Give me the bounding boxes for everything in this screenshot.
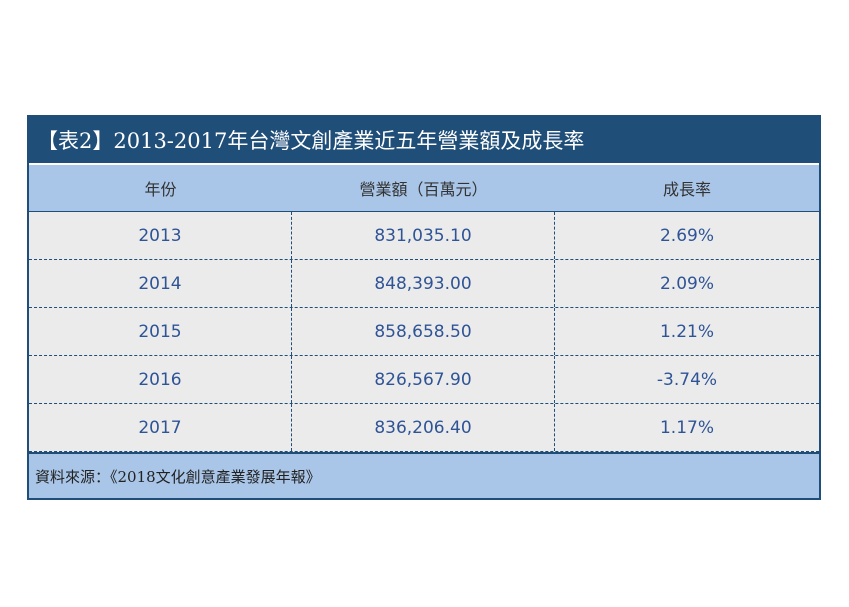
growth-rate-cell: 2.69% [659,225,714,246]
growth-rate-cell: 1.21% [659,321,714,342]
table-row: 2015 858,658.50 1.21% [29,308,819,356]
growth-rate-cell: -3.74% [656,369,718,390]
table-row: 2017 836,206.40 1.17% [29,404,819,452]
revenue-cell: 836,206.40 [292,404,555,451]
table-header-row: 年份 營業額（百萬元） 成長率 [29,163,819,212]
year-cell: 2016 [29,356,292,403]
header-revenue: 營業額（百萬元） [359,180,488,199]
growth-rate-cell: 2.09% [659,273,714,294]
source-note: 資料來源：《2018文化創意產業發展年報》 [29,452,819,498]
table-title: 【表2】2013-2017年台灣文創產業近五年營業額及成長率 [29,117,819,163]
revenue-cell: 831,035.10 [292,212,555,259]
year-cell: 2015 [29,308,292,355]
header-year: 年份 [144,180,177,199]
table-row: 2013 831,035.10 2.69% [29,212,819,260]
revenue-cell: 848,393.00 [292,260,555,307]
table-row: 2016 826,567.90 -3.74% [29,356,819,404]
data-table: 【表2】2013-2017年台灣文創產業近五年營業額及成長率 年份 營業額（百萬… [27,115,821,500]
growth-rate-cell: 1.17% [659,417,714,438]
table-row: 2014 848,393.00 2.09% [29,260,819,308]
year-cell: 2017 [29,404,292,451]
year-cell: 2014 [29,260,292,307]
revenue-cell: 826,567.90 [292,356,555,403]
year-cell: 2013 [29,212,292,259]
header-growth-rate: 成長率 [662,180,711,199]
revenue-cell: 858,658.50 [292,308,555,355]
